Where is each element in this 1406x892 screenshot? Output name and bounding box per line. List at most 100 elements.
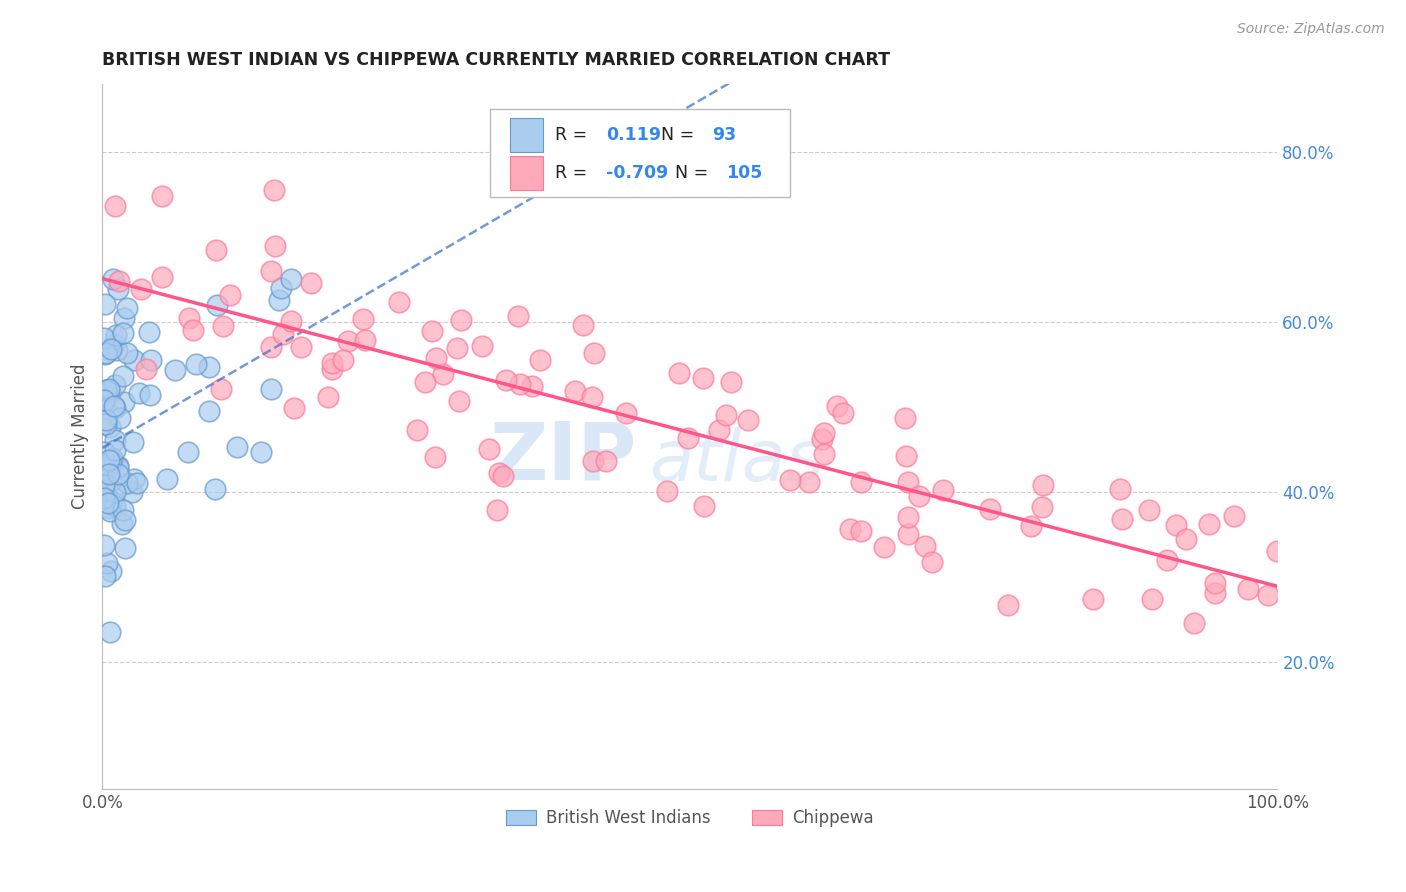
Point	[93, 297, 115, 311]
Point	[139, 352, 162, 367]
Point	[849, 475, 872, 489]
Point	[93, 392, 115, 407]
Point	[97, 467, 120, 481]
Point	[207, 298, 229, 312]
Point	[94, 417, 117, 432]
Point	[432, 367, 454, 381]
Point	[1164, 518, 1187, 533]
Point	[827, 399, 849, 413]
Point	[447, 394, 470, 409]
Point	[122, 434, 145, 449]
Point	[321, 362, 343, 376]
Point	[94, 569, 117, 583]
Point	[97, 496, 120, 510]
Point	[93, 483, 115, 497]
Point	[595, 454, 617, 468]
Point	[1142, 592, 1164, 607]
Point	[98, 452, 121, 467]
Point	[94, 347, 117, 361]
Bar	[510, 118, 543, 152]
Point	[98, 504, 121, 518]
Point	[388, 295, 411, 310]
Point	[101, 272, 124, 286]
Text: R =: R =	[555, 164, 592, 182]
Point	[107, 281, 129, 295]
Point	[104, 499, 127, 513]
Point	[655, 483, 678, 498]
Point	[1081, 591, 1104, 606]
Point	[271, 326, 294, 341]
Point	[100, 343, 122, 357]
Point	[352, 312, 374, 326]
Point	[420, 325, 443, 339]
Point	[197, 404, 219, 418]
Point	[1198, 516, 1220, 531]
Point	[98, 420, 121, 434]
Point	[564, 384, 586, 398]
Text: ZIP: ZIP	[489, 419, 637, 497]
Point	[100, 496, 122, 510]
Point	[111, 326, 134, 340]
Point	[260, 264, 283, 278]
Point	[813, 425, 835, 440]
Point	[108, 410, 131, 425]
Text: -0.709: -0.709	[606, 164, 669, 182]
Text: atlas: atlas	[648, 427, 824, 496]
Text: N =: N =	[661, 126, 699, 144]
Point	[112, 502, 135, 516]
Point	[226, 440, 249, 454]
Point	[93, 463, 115, 477]
Point	[582, 345, 605, 359]
Point	[93, 478, 115, 492]
Point	[93, 470, 115, 484]
Point	[150, 269, 173, 284]
Point	[103, 399, 125, 413]
Point	[692, 370, 714, 384]
Point	[894, 411, 917, 425]
Point	[1257, 588, 1279, 602]
Point	[1111, 512, 1133, 526]
Point	[779, 473, 801, 487]
Point	[1109, 483, 1132, 497]
Text: 0.119: 0.119	[606, 126, 661, 144]
Point	[103, 401, 125, 415]
Point	[1174, 532, 1197, 546]
Point	[98, 385, 121, 400]
Point	[811, 433, 834, 447]
Point	[249, 445, 271, 459]
Point	[897, 510, 920, 524]
Point	[112, 310, 135, 325]
Point	[932, 483, 955, 498]
Point	[283, 401, 305, 415]
Point	[94, 346, 117, 360]
Point	[997, 598, 1019, 612]
Text: R =: R =	[555, 126, 592, 144]
Point	[198, 359, 221, 374]
Point	[921, 555, 943, 569]
Text: 93: 93	[713, 126, 737, 144]
Point	[93, 444, 115, 458]
Point	[107, 459, 129, 474]
Point	[716, 408, 738, 422]
Point	[177, 311, 200, 326]
Point	[93, 463, 115, 477]
Point	[103, 337, 125, 351]
Point	[107, 274, 129, 288]
Point	[332, 353, 354, 368]
Point	[97, 500, 120, 515]
Point	[97, 467, 120, 481]
Point	[114, 395, 136, 409]
Point	[97, 491, 120, 505]
Point	[849, 524, 872, 538]
Point	[219, 287, 242, 301]
Point	[98, 624, 121, 639]
Point	[1182, 615, 1205, 630]
Point	[93, 491, 115, 505]
Point	[676, 431, 699, 445]
Point	[111, 368, 134, 383]
Point	[209, 382, 232, 396]
Point	[478, 442, 501, 457]
Point	[138, 326, 160, 340]
Text: BRITISH WEST INDIAN VS CHIPPEWA CURRENTLY MARRIED CORRELATION CHART: BRITISH WEST INDIAN VS CHIPPEWA CURRENTL…	[103, 51, 890, 69]
Point	[693, 499, 716, 513]
